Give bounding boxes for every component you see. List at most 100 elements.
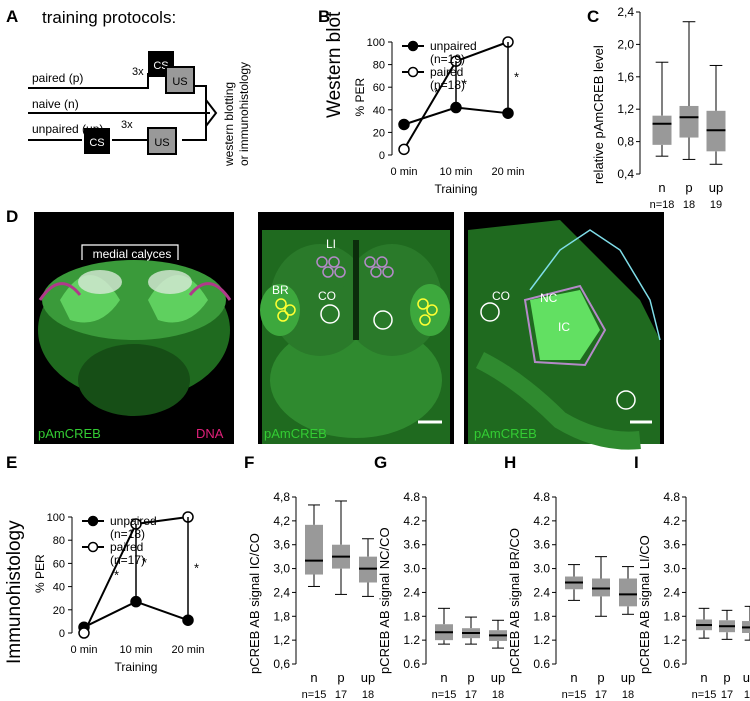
n-count-label: 17 <box>335 689 347 701</box>
paired-rep-label: 3x <box>132 66 144 78</box>
box <box>652 115 672 145</box>
significance-star: * <box>462 76 467 91</box>
x-tick-label: p <box>337 670 344 685</box>
y-tick-label: 0,6 <box>273 657 290 671</box>
y-tick-label: 1.2 <box>663 633 680 647</box>
y-tick-label: 4.2 <box>663 514 680 528</box>
y-tick-label: 1,6 <box>617 70 634 84</box>
x-tick-label: n <box>440 670 447 685</box>
y-tick-label: 2.4 <box>403 585 420 599</box>
legend-label: paired <box>110 540 143 554</box>
significance-star: * <box>514 70 519 85</box>
y-tick-label: 1.8 <box>663 609 680 623</box>
x-tick-label: p <box>467 670 474 685</box>
legend-label: unpaired <box>430 39 477 53</box>
y-tick-label: 0.6 <box>533 657 550 671</box>
y-axis-label: relative pAmCREB level <box>591 45 606 184</box>
y-tick-label: 3,6 <box>273 538 290 552</box>
panel-c: C <box>587 7 599 26</box>
x-tick-label: up <box>491 670 505 685</box>
n-count-label: 17 <box>465 689 477 701</box>
y-tick-label: 2.4 <box>663 585 680 599</box>
panel-letter-a: A <box>6 7 18 26</box>
panel-letter-i: I <box>634 453 639 472</box>
chart-h: 0.6 1.2 1.8 2.4 3.0 3.6 4.2 4.8 pCREB AB signal … <box>507 490 637 701</box>
legend-label: paired <box>430 65 463 79</box>
series-point-0 <box>398 118 410 131</box>
row-paired-label: paired (p) <box>32 71 83 85</box>
x-tick-label: p <box>685 180 692 195</box>
legend-marker <box>407 66 419 78</box>
chart-f: 0,6 1,2 1,8 2,4 3,0 3,6 4,2 4,8 pCREB AB signal … <box>247 490 377 701</box>
y-axis-label: % PER <box>353 77 367 116</box>
x-tick-label: 0 min <box>71 644 98 656</box>
pamcreb-label-1: pAmCREB <box>38 426 101 441</box>
panel-a: A training protocols: paired (p) naive (… <box>6 7 251 167</box>
medial-calyces-label: medial calyces <box>93 247 172 261</box>
panel-e: E Immunohistology <box>4 453 25 664</box>
unpaired-rep-label: 3x <box>121 119 133 131</box>
panel-e-side-title: Immunohistology <box>4 520 25 664</box>
n-count-label: 18 <box>744 689 750 701</box>
y-tick-label: 60 <box>373 82 385 94</box>
x-tick-label: p <box>723 670 730 685</box>
y-tick-label: 4.2 <box>403 514 420 528</box>
row-naive-label: naive (n) <box>32 97 79 111</box>
dna-label: DNA <box>196 426 224 441</box>
paired-cs-label: CS <box>153 60 168 72</box>
n-count-label: 18 <box>362 689 374 701</box>
y-tick-label: 1,2 <box>273 633 290 647</box>
x-axis-label: Training <box>115 660 158 674</box>
y-tick-label: 4.8 <box>663 490 680 504</box>
y-tick-label: 1.8 <box>533 609 550 623</box>
panel-letter-c: C <box>587 7 599 26</box>
n-count-label: n=18 <box>650 199 675 211</box>
unpaired-cs-label: CS <box>89 137 104 149</box>
x-axis-label: Training <box>435 182 478 196</box>
y-tick-label: 2.4 <box>533 585 550 599</box>
y-tick-label: 3,0 <box>273 562 290 576</box>
series-point-1 <box>78 627 90 639</box>
chart-e: 0 20 40 60 80 100 % PER 0 min 10 min 20 min Traini… <box>33 511 205 674</box>
significance-star: * <box>114 568 119 583</box>
y-tick-label: 0 <box>59 628 65 640</box>
x-tick-label: n <box>310 670 317 685</box>
y-tick-label: 0.6 <box>403 657 420 671</box>
y-tick-label: 3.0 <box>403 562 420 576</box>
box <box>679 105 699 138</box>
roi-ic-label: IC <box>558 320 570 334</box>
x-tick-label: up <box>361 670 375 685</box>
legend-label-n: (n=17) <box>110 553 145 567</box>
y-tick-label: 4,2 <box>273 514 290 528</box>
n-count-label: n=15 <box>692 689 717 701</box>
legend-marker <box>87 541 99 553</box>
y-tick-label: 4.2 <box>533 514 550 528</box>
roi-li-label: LI <box>326 237 336 251</box>
y-tick-label: 0.6 <box>663 657 680 671</box>
n-count-label: 18 <box>622 689 634 701</box>
n-count-label: n=15 <box>562 689 587 701</box>
significance-star: * <box>194 561 199 576</box>
y-tick-label: 4.8 <box>403 490 420 504</box>
legend-marker <box>407 40 419 52</box>
y-tick-label: 1.2 <box>533 633 550 647</box>
micrograph-1: medial calyces pAmCREB DNA <box>34 212 234 444</box>
y-axis-label: % PER <box>33 554 47 593</box>
y-tick-label: 0 <box>379 150 385 162</box>
y-axis-label: pCREB AB signal IC/CO <box>247 533 262 674</box>
outcome-label-1: western blotting <box>222 82 236 167</box>
n-count-label: n=15 <box>302 689 327 701</box>
pamcreb-label-2: pAmCREB <box>264 426 327 441</box>
box <box>305 524 323 575</box>
series-point-1 <box>398 143 410 156</box>
chart-i: 0.6 1.2 1.8 2.4 3.0 3.6 4.2 4.8 pCREB AB signal … <box>637 490 750 701</box>
legend-label-n: (n=19) <box>430 52 465 66</box>
y-tick-label: 80 <box>53 535 65 547</box>
y-tick-label: 0,8 <box>617 135 634 149</box>
unpaired-cs-box <box>84 128 110 154</box>
roi-nc-label: NC <box>540 291 558 305</box>
x-tick-label: up <box>709 180 723 195</box>
panel-a-title: training protocols: <box>42 8 176 27</box>
panel-letter-h: H <box>504 453 516 472</box>
y-tick-label: 3.6 <box>533 538 550 552</box>
